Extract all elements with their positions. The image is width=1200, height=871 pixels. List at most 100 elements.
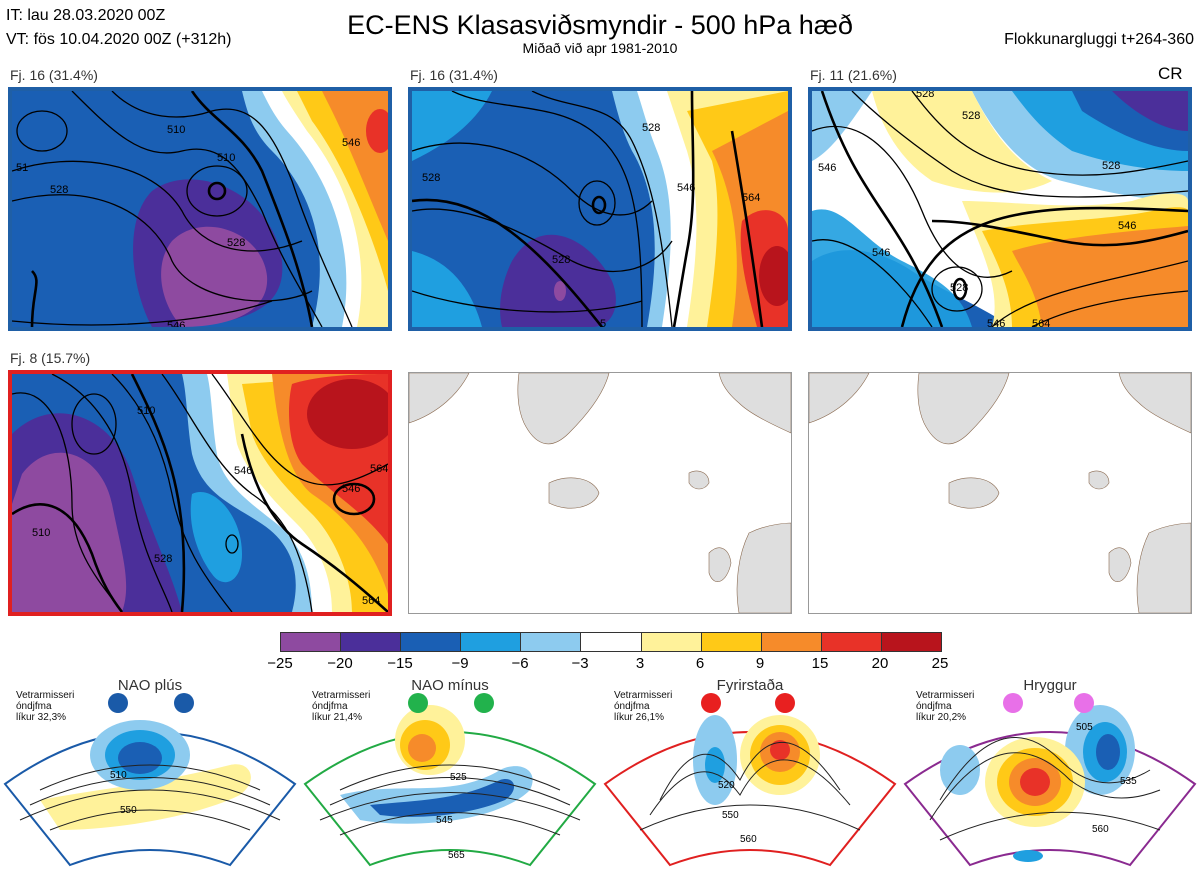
colorbar-tick-label: 6 <box>695 655 705 672</box>
contour-label: 546 <box>818 162 836 174</box>
colorbar-tick-label: −3 <box>571 655 589 672</box>
regime-panel-nao-minus: NAO mínus Vetrarmisseri óndjfma líkur 21,4… <box>300 677 600 871</box>
contour-label: 510 <box>217 152 235 164</box>
colorbar-segment <box>281 633 341 651</box>
contour-label: 528 <box>552 254 570 266</box>
contour-label: 51 <box>16 162 28 174</box>
cluster-map-panel-4: 510 528 510 546 564 546 564 <box>8 370 392 616</box>
regime-panel-nao-plus: NAO plús Vetrarmisseri óndjfma líkur 32,3%… <box>0 677 300 871</box>
contour-label: 528 <box>962 110 980 122</box>
contour-label: 564 <box>1032 318 1050 327</box>
contour-label: 565 <box>448 850 465 861</box>
contour-label: 528 <box>1102 160 1120 172</box>
regime-name: Hryggur <box>1023 677 1077 694</box>
contour-label: 545 <box>436 815 453 826</box>
colorbar-segment <box>760 633 821 651</box>
contour-label: 5 <box>600 318 606 327</box>
contour-label: 528 <box>227 237 245 249</box>
contour-label: 564 <box>370 463 388 475</box>
contour-label: 510 <box>167 124 185 136</box>
contour-label: 528 <box>642 122 660 134</box>
initial-time-text: IT: lau 28.03.2020 00Z <box>6 7 166 24</box>
contour-label: 564 <box>362 595 380 607</box>
contour-label: 510 <box>110 770 127 781</box>
colorbar-segment <box>520 633 581 651</box>
regime-info: Vetrarmisseri óndjfma líkur 32,3% <box>16 690 75 723</box>
regime-dot <box>108 693 128 713</box>
colorbar <box>280 632 942 652</box>
contour-label: 546 <box>677 182 695 194</box>
regime-name: NAO mínus <box>411 677 489 694</box>
regime-dot <box>474 693 494 713</box>
contour-label: 546 <box>342 137 360 149</box>
colorbar-segment <box>580 633 641 651</box>
contour-label: 520 <box>718 780 735 791</box>
contour-label: 550 <box>120 805 137 816</box>
colorbar-tick-label: −20 <box>327 655 353 672</box>
colorbar-segment <box>640 633 701 651</box>
regime-info: Vetrarmisseri óndjfma líkur 26,1% <box>614 690 673 723</box>
regime-dot <box>1003 693 1023 713</box>
regime-name: NAO plús <box>117 677 183 694</box>
regime-panel-ridge: Hryggur Vetrarmisseri óndjfma líkur 20,2% … <box>900 677 1200 871</box>
colorbar-tick-label: −9 <box>451 655 469 672</box>
colorbar-tick-label: 20 <box>871 655 889 672</box>
regime-dot <box>408 693 428 713</box>
colorbar-tick-label: −6 <box>511 655 529 672</box>
regime-dot <box>174 693 194 713</box>
contour-label: 546 <box>987 318 1005 327</box>
empty-map-panel-5 <box>408 372 792 614</box>
contour-label: 564 <box>742 192 760 204</box>
regime-info: Vetrarmisseri óndjfma líkur 21,4% <box>312 690 371 723</box>
cluster-map-panel-2: 528 528 528 546 564 5 <box>408 87 792 331</box>
contour-label: 528 <box>154 553 172 565</box>
regime-dot <box>701 693 721 713</box>
contour-label: 560 <box>1092 824 1109 835</box>
contour-label: 535 <box>1120 776 1137 787</box>
page-title: EC-ENS Klasasviðsmyndir - 500 hPa hæð <box>347 10 853 40</box>
contour-label: 546 <box>1118 220 1136 232</box>
colorbar-tick-label: 9 <box>755 655 765 672</box>
contour-label: 525 <box>450 772 467 783</box>
colorbar-segment <box>340 633 401 651</box>
colorbar-segment <box>460 633 521 651</box>
classification-window-text: Flokkunargluggi t+264-360 <box>1004 31 1194 48</box>
colorbar-segment <box>700 633 761 651</box>
regime-dot <box>775 693 795 713</box>
regime-panel-blocking: Fyrirstaða Vetrarmisseri óndjfma líkur 26,… <box>600 677 900 871</box>
panel-2-label: Fj. 16 (31.4%) <box>410 67 498 83</box>
regime-info: Vetrarmisseri óndjfma líkur 20,2% <box>916 690 975 723</box>
colorbar-segment <box>820 633 881 651</box>
contour-label: 560 <box>740 834 757 845</box>
contour-label: 528 <box>916 91 934 100</box>
contour-label: 546 <box>167 320 185 327</box>
colorbar-tick-label: −25 <box>267 655 293 672</box>
contour-label: 510 <box>137 405 155 417</box>
contour-label: 510 <box>32 527 50 539</box>
colorbar-segment <box>400 633 461 651</box>
contour-label: 550 <box>722 810 739 821</box>
contour-label: 528 <box>950 282 968 294</box>
header-dates: IT: lau 28.03.2020 00Z VT: fös 10.04.202… <box>6 4 231 52</box>
cluster-map-panel-1: 510 510 528 528 546 546 51 <box>8 87 392 331</box>
contour-label: 528 <box>422 172 440 184</box>
contour-label: 546 <box>342 483 360 495</box>
contour-label: 546 <box>872 247 890 259</box>
panel-4-label: Fj. 8 (15.7%) <box>10 350 91 366</box>
empty-map-panel-6 <box>808 372 1192 614</box>
colorbar-segment <box>880 633 942 651</box>
regime-dot <box>1074 693 1094 713</box>
colorbar-tick-label: 15 <box>811 655 829 672</box>
panel-3-label: Fj. 11 (21.6%) <box>810 67 897 83</box>
colorbar-tick-label: 3 <box>635 655 645 672</box>
colorbar-tick-label: 25 <box>931 655 949 672</box>
contour-label: 528 <box>50 184 68 196</box>
regime-name: Fyrirstaða <box>716 677 784 694</box>
page-subtitle: Miðað við apr 1981-2010 <box>522 40 678 56</box>
valid-time-text: VT: fös 10.04.2020 00Z (+312h) <box>6 31 232 48</box>
cr-label: CR <box>1158 64 1183 83</box>
contour-label: 505 <box>1076 722 1093 733</box>
colorbar-tick-label: −15 <box>387 655 413 672</box>
contour-label: 546 <box>234 465 252 477</box>
cluster-map-panel-3: 546 528 528 546 546 528 546 564 528 <box>808 87 1192 331</box>
